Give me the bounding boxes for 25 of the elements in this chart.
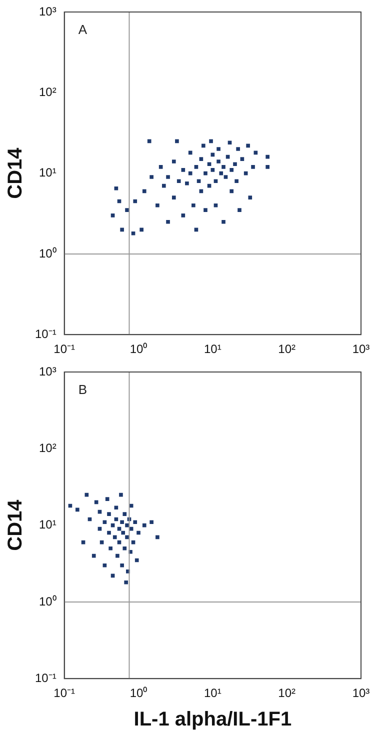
- x-tick-label: 10²: [278, 686, 296, 700]
- y-tick-label: 10⁻¹: [35, 670, 56, 685]
- y-tick-label: 10³: [39, 4, 56, 18]
- y-axis-title: CD14: [4, 498, 27, 551]
- y-tick-label: 10²: [39, 84, 56, 99]
- y-tick-label: 10⁰: [38, 594, 56, 608]
- x-tick-label: 10²: [278, 342, 296, 356]
- x-tick-label: 10¹: [204, 686, 222, 700]
- x-tick-label: 10⁰: [130, 342, 148, 356]
- annotation: B: [78, 382, 88, 398]
- x-tick-label: 10³: [352, 686, 370, 700]
- x-tick-label: 10⁻¹: [54, 342, 76, 356]
- x-tick-label: 10³: [352, 342, 370, 356]
- y-tick-label: 10⁰: [38, 246, 56, 260]
- y-tick-label: 10³: [39, 364, 56, 378]
- y-tick-label: 10¹: [39, 166, 56, 180]
- y-axis-title: CD14: [4, 146, 27, 199]
- y-tick-label: 10¹: [39, 518, 56, 532]
- x-axis-title: IL-1 alpha/IL-1F1: [134, 708, 292, 731]
- y-tick-label: 10⁻¹: [35, 326, 56, 341]
- x-tick-label: 10⁻¹: [54, 686, 76, 700]
- x-tick-label: 10⁰: [130, 686, 148, 700]
- x-tick-label: 10¹: [204, 342, 222, 356]
- annotation: A: [78, 22, 88, 38]
- y-tick-label: 10²: [39, 440, 56, 455]
